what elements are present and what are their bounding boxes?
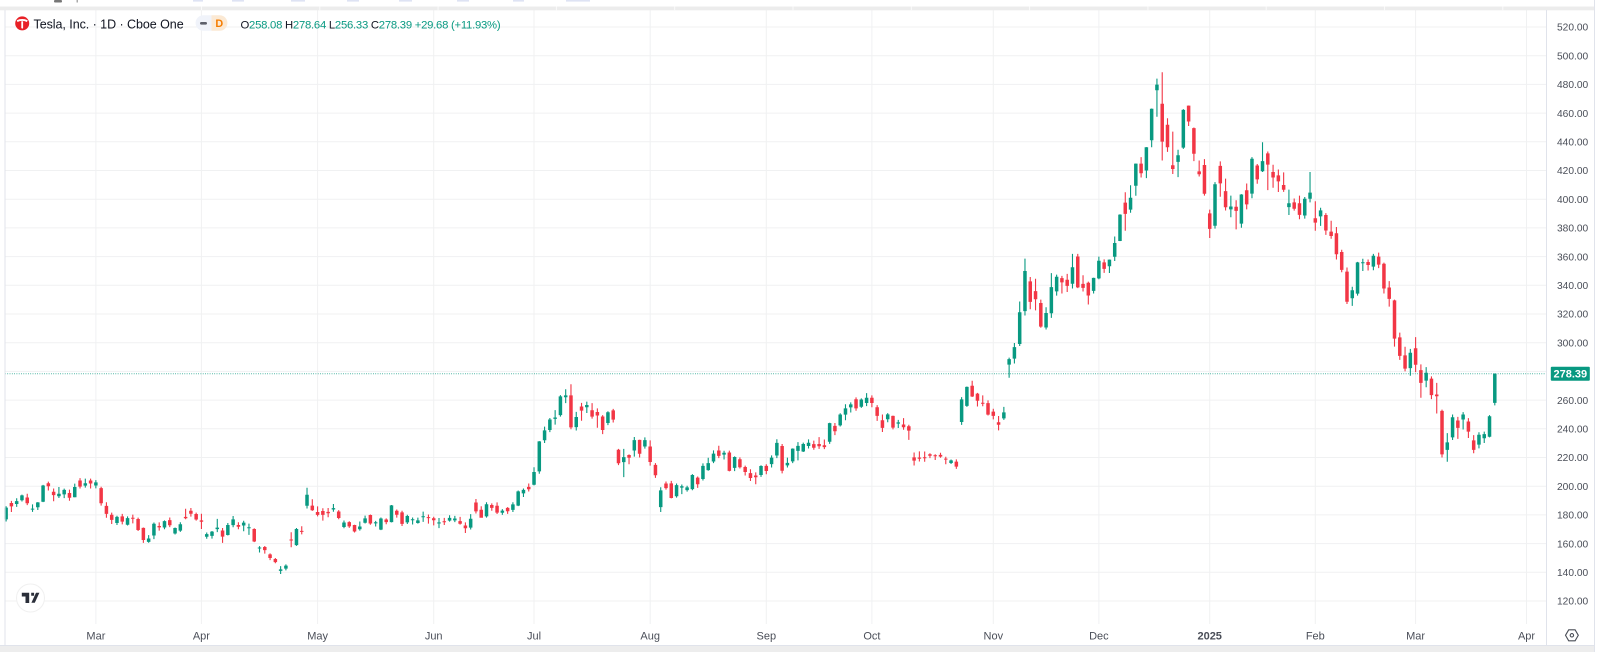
svg-text:2025: 2025	[1197, 630, 1221, 642]
svg-text:Jun: Jun	[425, 630, 443, 642]
svg-text:420.00: 420.00	[1557, 166, 1588, 177]
svg-text:400.00: 400.00	[1557, 195, 1588, 206]
svg-text:200.00: 200.00	[1557, 482, 1588, 493]
svg-text:Jul: Jul	[527, 630, 541, 642]
svg-text:260.00: 260.00	[1557, 396, 1588, 407]
svg-text:320.00: 320.00	[1557, 310, 1588, 321]
svg-text:380.00: 380.00	[1557, 224, 1588, 235]
svg-text:Mar: Mar	[86, 630, 105, 642]
svg-text:Apr: Apr	[193, 630, 210, 642]
svg-text:O258.08 H278.64 L256.33 C278.3: O258.08 H278.64 L256.33 C278.39 +29.68 (…	[241, 19, 501, 31]
svg-text:May: May	[307, 630, 328, 642]
svg-text:Dec: Dec	[1089, 630, 1109, 642]
svg-text:220.00: 220.00	[1557, 453, 1588, 464]
svg-text:Mar: Mar	[1406, 630, 1425, 642]
svg-text:Aug: Aug	[640, 630, 660, 642]
svg-text:340.00: 340.00	[1557, 281, 1588, 292]
svg-text:Feb: Feb	[1306, 630, 1325, 642]
svg-text:460.00: 460.00	[1557, 109, 1588, 120]
svg-text:500.00: 500.00	[1557, 51, 1588, 62]
svg-text:140.00: 140.00	[1557, 568, 1588, 579]
svg-text:D: D	[215, 18, 223, 30]
svg-text:Nov: Nov	[984, 630, 1004, 642]
svg-text:360.00: 360.00	[1557, 252, 1588, 263]
svg-text:160.00: 160.00	[1557, 539, 1588, 550]
svg-text:480.00: 480.00	[1557, 80, 1588, 91]
svg-text:240.00: 240.00	[1557, 425, 1588, 436]
svg-text:300.00: 300.00	[1557, 338, 1588, 349]
svg-text:278.39: 278.39	[1553, 369, 1587, 381]
svg-text:Tesla, Inc. · 1D · Cboe One: Tesla, Inc. · 1D · Cboe One	[34, 17, 184, 31]
svg-text:Oct: Oct	[863, 630, 880, 642]
svg-text:Sep: Sep	[757, 630, 777, 642]
svg-text:180.00: 180.00	[1557, 511, 1588, 522]
svg-text:440.00: 440.00	[1557, 138, 1588, 149]
svg-text:Apr: Apr	[1518, 630, 1535, 642]
svg-text:120.00: 120.00	[1557, 597, 1588, 608]
svg-text:520.00: 520.00	[1557, 23, 1588, 34]
